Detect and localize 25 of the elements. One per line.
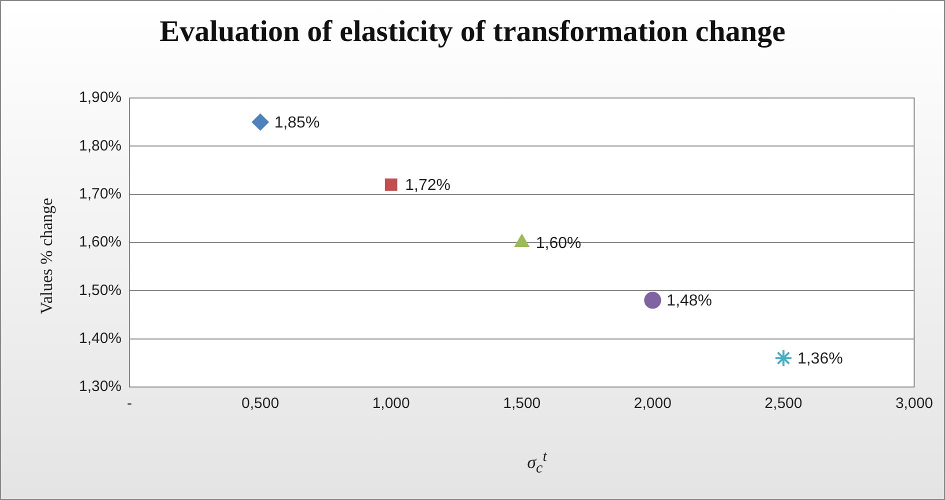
data-label: 1,36% (797, 350, 843, 368)
x-tick-label: 2,500 (764, 395, 802, 412)
data-label: 1,48% (666, 292, 712, 310)
y-tick-label: 1,90% (78, 89, 122, 106)
x-tick-label: 2,000 (634, 395, 672, 412)
y-tick-label: 1,30% (78, 378, 122, 396)
x-tick-label: - (127, 395, 132, 412)
x-tick-label: 0,500 (242, 395, 280, 412)
chart-title: Evaluation of elasticity of transformation change (158, 15, 786, 49)
point (252, 114, 269, 131)
x-tick-label: 3,000 (895, 395, 934, 412)
y-axis-title: Values % change (37, 198, 57, 314)
point (644, 292, 662, 309)
y-tick-label: 1,50% (78, 282, 122, 299)
data-label: 1,72% (405, 177, 450, 194)
data-label: 1,60% (536, 234, 582, 252)
x-tick-label: 1,000 (372, 395, 410, 412)
y-tick-label: 1,40% (78, 330, 122, 347)
x-tick-label: 1,500 (503, 395, 541, 412)
point (384, 178, 398, 191)
data-label: 1,85% (274, 114, 320, 132)
y-tick-label: 1,60% (78, 234, 122, 251)
point (774, 349, 792, 368)
y-tick-label: 1,70% (78, 185, 122, 202)
y-tick-label: 1,80% (78, 137, 122, 154)
